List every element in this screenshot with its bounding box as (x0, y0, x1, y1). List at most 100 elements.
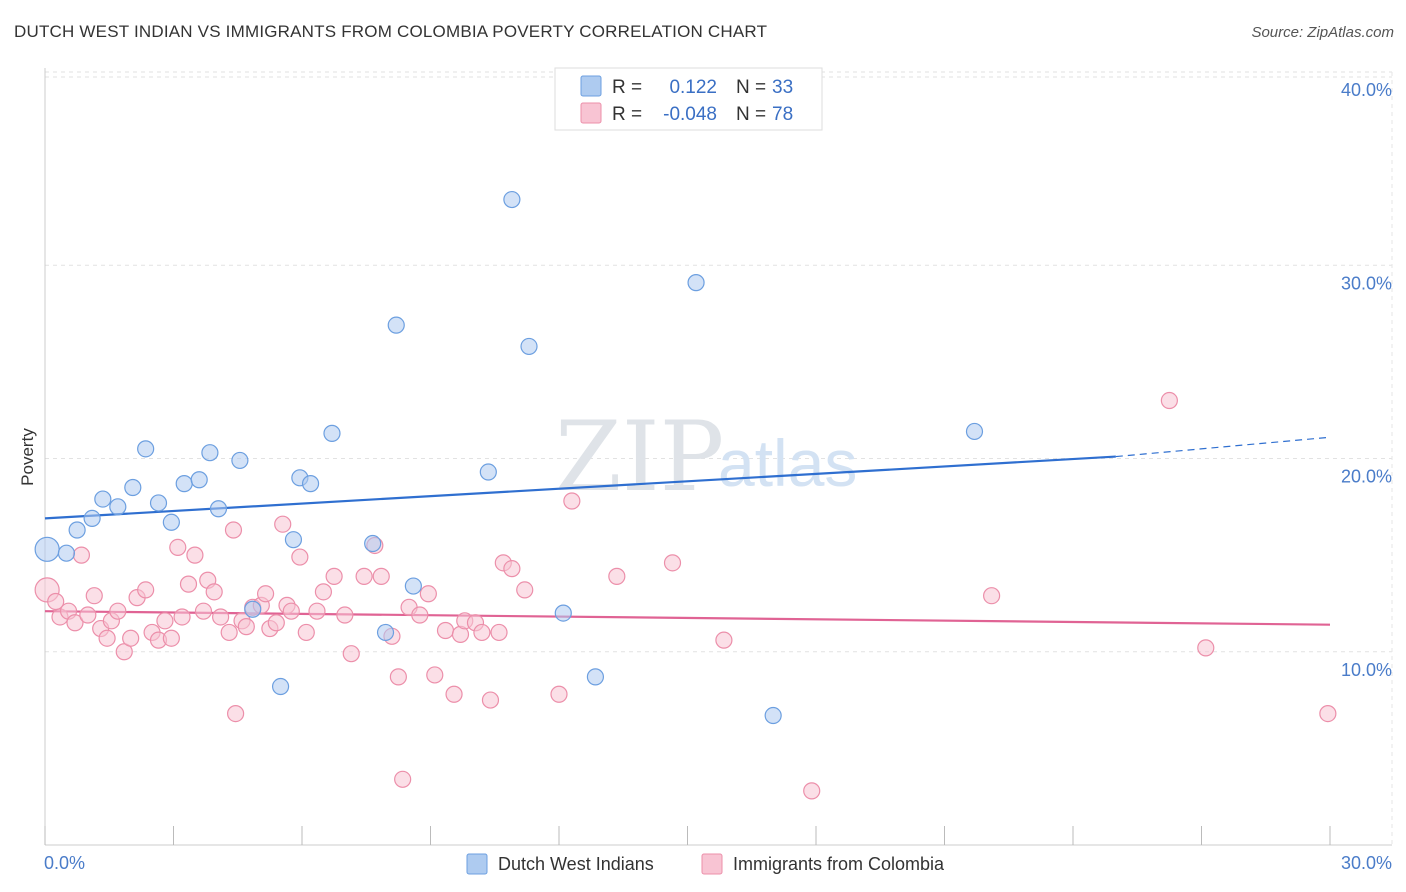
point-colombia (426, 666, 444, 684)
point-dutch-west-indian (162, 513, 180, 531)
y-tick-labels: 10.0% 20.0% 30.0% 40.0% (1341, 80, 1392, 680)
point-colombia (256, 585, 275, 603)
axes (44, 68, 1392, 846)
legend-n-label-1: N = (736, 77, 766, 98)
point-dutch-west-indian (503, 190, 521, 209)
legend-swatch-dutch (580, 75, 602, 97)
legend-swatch-colombia (580, 102, 602, 124)
point-dutch-west-indian (57, 544, 76, 562)
point-colombia (237, 618, 255, 636)
point-colombia (715, 631, 733, 649)
legend-r-label-2: R = (612, 104, 642, 125)
point-colombia (173, 608, 191, 626)
point-dutch-west-indian (109, 498, 127, 516)
x-tick-label: 30.0% (1341, 853, 1392, 873)
y-tick-label: 40.0% (1341, 80, 1392, 100)
point-colombia (186, 546, 204, 564)
point-dutch-west-indian (387, 316, 405, 334)
point-colombia (291, 548, 309, 566)
point-colombia (297, 623, 315, 642)
point-colombia (122, 629, 140, 647)
point-dutch-west-indian (94, 490, 112, 508)
point-colombia (314, 583, 333, 601)
point-colombia (282, 602, 300, 620)
bottom-legend-swatch-colombia (701, 853, 723, 875)
point-colombia (419, 585, 437, 603)
point-colombia (85, 587, 103, 605)
point-colombia (325, 567, 343, 585)
point-colombia (224, 521, 243, 539)
point-dutch-west-indian (83, 509, 101, 528)
bottom-legend-label-dutch: Dutch West Indians (498, 854, 654, 874)
point-colombia (355, 567, 373, 585)
point-dutch-west-indian (190, 471, 208, 489)
point-colombia (490, 623, 508, 642)
point-colombia (336, 606, 354, 624)
point-colombia (274, 515, 292, 533)
legend-r-value-2: -0.048 (663, 104, 717, 125)
point-colombia (162, 629, 180, 647)
point-colombia (220, 623, 238, 642)
point-dutch-west-indian (586, 668, 605, 686)
point-dutch-west-indian (965, 422, 984, 441)
point-colombia (445, 685, 463, 703)
point-colombia (342, 645, 360, 663)
y-axis-label: Poverty (18, 428, 37, 486)
y-tick-label: 10.0% (1341, 660, 1392, 680)
watermark: ZIP atlas (555, 401, 857, 513)
y-tick-label: 30.0% (1341, 273, 1392, 293)
point-colombia (72, 546, 91, 564)
point-colombia (156, 612, 174, 630)
point-colombia (983, 587, 1001, 605)
point-dutch-west-indian (284, 531, 303, 549)
point-colombia (227, 704, 245, 723)
point-colombia (308, 602, 326, 620)
y-tick-label: 20.0% (1341, 467, 1392, 487)
point-colombia (663, 554, 682, 572)
point-dutch-west-indian (231, 451, 249, 470)
point-colombia (212, 608, 230, 626)
point-colombia (267, 614, 285, 632)
point-colombia (137, 581, 155, 599)
x-tick-labels: 0.0% 30.0% (44, 853, 1392, 873)
point-colombia (1319, 704, 1337, 723)
point-colombia (109, 602, 127, 620)
point-colombia (481, 691, 500, 709)
point-dutch-west-indian (34, 536, 60, 562)
data-points (34, 190, 1337, 800)
point-dutch-west-indian (479, 463, 497, 481)
point-dutch-west-indian (137, 440, 155, 458)
point-dutch-west-indian (376, 623, 395, 642)
point-colombia (205, 583, 223, 601)
point-colombia (394, 770, 412, 788)
legend-r-label-1: R = (612, 77, 642, 98)
point-dutch-west-indian (554, 604, 572, 622)
point-colombia (436, 621, 455, 640)
point-colombia (98, 629, 116, 647)
point-dutch-west-indian (520, 337, 538, 356)
legend-r-value-1: 0.122 (669, 77, 717, 98)
point-colombia (1160, 391, 1178, 410)
x-tick-label: 0.0% (44, 853, 85, 873)
point-colombia (66, 614, 84, 632)
point-dutch-west-indian (175, 475, 193, 493)
bottom-legend-swatch-dutch (466, 853, 488, 875)
point-colombia (503, 560, 521, 578)
legend-n-value-1: 33 (772, 77, 793, 98)
point-colombia (563, 492, 581, 510)
point-dutch-west-indian (209, 500, 228, 518)
point-colombia (79, 606, 97, 624)
point-colombia (179, 575, 198, 593)
correlation-legend: R = 0.122 N = 33 R = -0.048 N = 78 (554, 67, 823, 131)
point-colombia (169, 538, 187, 556)
point-colombia (411, 606, 429, 624)
watermark-zip: ZIP (555, 401, 724, 513)
point-dutch-west-indian (68, 521, 86, 539)
point-dutch-west-indian (364, 534, 382, 553)
bottom-legend-label-colombia: Immigrants from Colombia (733, 854, 945, 874)
point-dutch-west-indian (149, 494, 168, 512)
point-dutch-west-indian (323, 424, 341, 442)
point-dutch-west-indian (404, 577, 422, 595)
source-credit: Source: ZipAtlas.com (1251, 24, 1394, 41)
